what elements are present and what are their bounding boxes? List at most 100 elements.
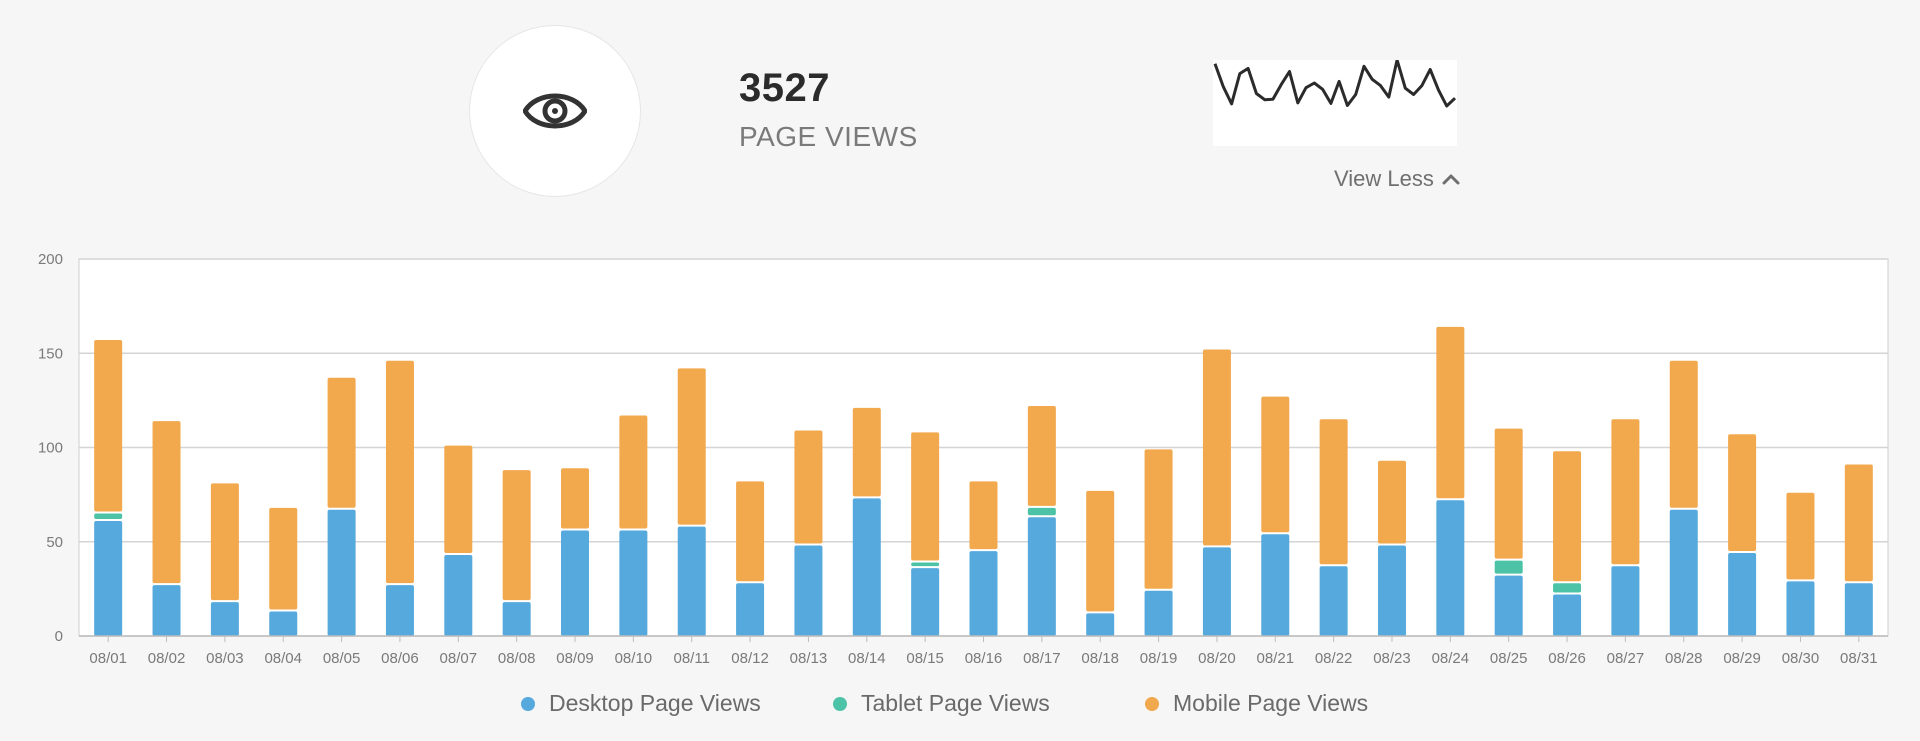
bar-mobile [1494,428,1523,559]
bar-mobile [794,430,823,544]
bar-mobile [94,340,123,512]
page-views-bar-chart: 0 50 100 150 200 08/01 08/02 08/03 08/04 08/05 08/… [38,251,1889,667]
legend-dot-desktop [521,696,535,711]
x-tick-label: 08/18 [1081,650,1119,667]
bar-mobile [1319,419,1348,565]
bar-desktop [677,526,706,636]
bar-desktop [736,583,765,636]
legend-item-tablet[interactable]: Tablet Page Views [833,690,1050,717]
bar-desktop [1086,613,1115,636]
bar-desktop [794,545,823,636]
bar-mobile [1377,460,1406,544]
bar-desktop [269,611,298,636]
x-tick-label: 08/11 [674,650,710,667]
x-tick-label: 08/16 [965,650,1003,667]
x-tick-label: 08/30 [1782,650,1820,667]
bar-mobile [1027,406,1056,506]
legend-label-desktop: Desktop Page Views [549,690,761,716]
bar-tablet [1553,583,1582,593]
sparkline-line [1213,58,1457,108]
bar-desktop [561,530,590,636]
bar-mobile [911,432,940,561]
bar-mobile [1202,349,1231,546]
chevron-up-icon [1442,174,1460,185]
x-tick-label: 08/02 [148,650,186,667]
x-tick-label: 08/23 [1373,650,1411,667]
x-tick-label: 08/01 [89,650,127,667]
x-tick-label: 08/28 [1665,650,1703,667]
bar-mobile [1611,419,1640,565]
x-tick-label: 08/20 [1198,650,1236,667]
x-tick-label: 08/26 [1548,650,1586,667]
x-tick-label: 08/25 [1490,650,1528,667]
bar-mobile [210,483,239,601]
bar-mobile [1844,464,1873,582]
page-views-label: PAGE VIEWS [739,121,918,152]
x-tick-label: 08/31 [1840,650,1878,667]
bar-desktop [911,568,940,636]
bar-mobile [561,468,590,529]
legend-dot-mobile [1145,696,1159,711]
x-tick-label: 08/10 [615,650,653,667]
bar-desktop [1844,583,1873,636]
bar-mobile [1553,451,1582,582]
bar-mobile [1728,434,1757,552]
x-tick-label: 08/24 [1432,650,1470,667]
bar-desktop [385,585,414,636]
bar-desktop [502,602,531,636]
bar-mobile [677,368,706,525]
bar-mobile [1786,492,1815,580]
bar-mobile [152,421,181,584]
y-tick-label: 50 [46,534,63,551]
page-views-icon-circle [469,25,641,197]
legend-item-mobile[interactable]: Mobile Page Views [1145,690,1368,717]
bar-desktop [327,509,356,636]
bar-mobile [969,481,998,550]
x-tick-label: 08/06 [381,650,419,667]
bar-tablet [911,562,940,567]
bar-mobile [736,481,765,582]
x-tick-label: 08/29 [1723,650,1761,667]
x-tick-label: 08/19 [1140,650,1178,667]
x-tick-label: 08/05 [323,650,361,667]
bar-mobile [385,360,414,584]
x-tick-label: 08/17 [1023,650,1061,667]
bar-tablet [94,513,123,520]
x-tick-label: 08/03 [206,650,244,667]
x-tick-label: 08/13 [790,650,828,667]
legend-label-tablet: Tablet Page Views [861,690,1050,716]
x-tick-label: 08/14 [848,650,886,667]
bar-desktop [94,521,123,636]
chart-legend: Desktop Page Views Tablet Page Views Mob… [0,690,1920,726]
bar-desktop [1728,553,1757,636]
bar-mobile [619,415,648,529]
x-tick-label: 08/04 [264,650,302,667]
bar-mobile [269,507,298,610]
bar-desktop [1553,594,1582,636]
y-tick-label: 100 [38,440,63,457]
sparkline [1213,58,1457,146]
x-tick-label: 08/08 [498,650,536,667]
bar-desktop [210,602,239,636]
bar-desktop [1261,534,1290,636]
bar-desktop [1319,566,1348,636]
bar-desktop [152,585,181,636]
bar-desktop [619,530,648,636]
x-tick-label: 08/12 [731,650,769,667]
bar-desktop [1027,517,1056,636]
bar-mobile [327,377,356,508]
eye-icon [523,93,587,129]
bar-mobile [502,470,531,601]
x-tick-label: 08/27 [1607,650,1645,667]
legend-dot-tablet [833,696,847,711]
y-tick-label: 200 [38,251,63,268]
bar-mobile [1261,396,1290,533]
bar-mobile [852,407,881,497]
y-tick-label: 150 [38,345,63,362]
x-tick-label: 08/22 [1315,650,1353,667]
bar-desktop [1786,581,1815,636]
bar-mobile [1669,360,1698,508]
view-less-toggle[interactable]: View Less [1334,166,1460,192]
legend-item-desktop[interactable]: Desktop Page Views [521,690,761,717]
bar-desktop [1494,575,1523,636]
